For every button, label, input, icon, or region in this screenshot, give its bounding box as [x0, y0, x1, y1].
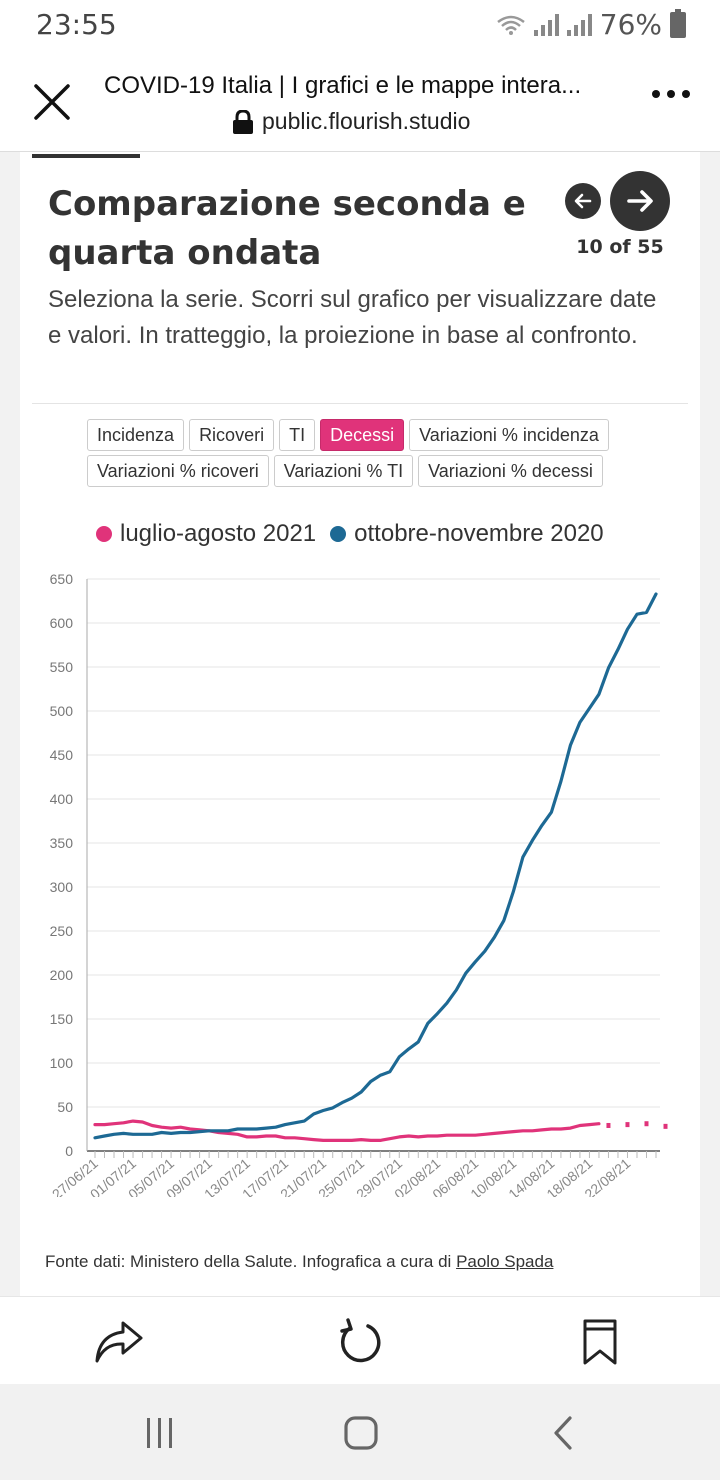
y-tick-label: 350: [50, 835, 74, 851]
projection-dash: [606, 1122, 611, 1128]
close-icon: [34, 84, 70, 120]
projection-dash: [625, 1122, 630, 1128]
y-tick-label: 450: [50, 747, 74, 763]
projection-dash: [663, 1123, 668, 1129]
url-text: public.flourish.studio: [262, 108, 471, 134]
more-icon-dot: [682, 90, 690, 98]
close-button[interactable]: [26, 76, 78, 128]
more-button[interactable]: [652, 90, 690, 98]
share-button[interactable]: [92, 1315, 146, 1369]
system-navigation-bar: [0, 1384, 720, 1480]
lock-icon: [233, 109, 253, 134]
line-chart[interactable]: 0501001502002503003504004505005506006502…: [20, 567, 700, 1197]
legend-dot: [330, 526, 347, 542]
series-button-variazioni-decessi[interactable]: Variazioni % decessi: [418, 455, 603, 487]
legend-item-2021[interactable]: luglio-agosto 2021: [96, 520, 316, 548]
series-button-incidenza[interactable]: Incidenza: [87, 419, 185, 451]
url-bar[interactable]: public.flourish.studio: [232, 108, 470, 135]
arrow-right-icon: [627, 190, 653, 212]
next-slide-button[interactable]: [610, 171, 670, 231]
legend-label: ottobre-novembre 2020: [354, 520, 604, 547]
series-button-ricoveri[interactable]: Ricoveri: [189, 419, 275, 451]
y-tick-label: 650: [50, 571, 74, 587]
y-tick-label: 250: [50, 923, 74, 939]
more-icon-dot: [667, 90, 675, 98]
divider: [32, 403, 688, 404]
bookmark-icon: [583, 1319, 617, 1365]
previous-slide-button[interactable]: [565, 183, 601, 219]
series-buttons-row-1: Incidenza Ricoveri TI Decessi Variazioni % i…: [87, 419, 609, 451]
y-tick-label: 550: [50, 659, 74, 675]
status-time: 23:55: [36, 8, 117, 41]
chart-title: Comparazione seconda e quarta ondata: [48, 184, 526, 273]
series-buttons-row-2: Variazioni % ricoveri Variazioni % TI Vari…: [87, 455, 603, 487]
battery-icon: [670, 8, 686, 38]
refresh-icon: [340, 1318, 381, 1363]
series-line-2021[interactable]: [93, 1119, 601, 1143]
back-icon: [554, 1416, 572, 1450]
page-title: COVID-19 Italia | I grafici e le mappe i…: [104, 72, 582, 99]
y-tick-label: 600: [50, 615, 74, 631]
refresh-button[interactable]: [333, 1315, 387, 1369]
y-tick-label: 50: [57, 1099, 73, 1115]
status-icons: 76%: [496, 8, 686, 41]
signal-icon: [533, 13, 559, 36]
y-tick-label: 400: [50, 791, 74, 807]
signal-icon: [566, 13, 592, 36]
y-tick-label: 300: [50, 879, 74, 895]
source-text: Fonte dati: Ministero della Salute. Info…: [45, 1252, 457, 1271]
bookmark-button[interactable]: [573, 1315, 627, 1369]
back-button[interactable]: [538, 1408, 588, 1458]
wifi-icon: [497, 15, 525, 35]
series-button-variazioni-incidenza[interactable]: Variazioni % incidenza: [409, 419, 609, 451]
y-tick-label: 150: [50, 1011, 74, 1027]
y-tick-label: 100: [50, 1055, 74, 1071]
battery-percent: 76%: [599, 8, 662, 41]
more-icon: [652, 90, 660, 98]
arrow-left-icon: [574, 193, 592, 209]
chart-legend: luglio-agosto 2021 ottobre-novembre 2020: [96, 520, 604, 548]
series-button-decessi[interactable]: Decessi: [320, 419, 405, 451]
recents-button[interactable]: [135, 1408, 185, 1458]
source-note: Fonte dati: Ministero della Salute. Info…: [45, 1252, 553, 1272]
series-button-variazioni-ti[interactable]: Variazioni % TI: [273, 455, 414, 487]
browser-toolbar: [0, 1296, 720, 1384]
y-tick-label: 200: [50, 967, 74, 983]
recents-icon: [147, 1418, 172, 1448]
series-button-ti[interactable]: TI: [279, 419, 316, 451]
chart-subtitle: Seleziona la serie. Scorri sul grafico p…: [48, 286, 657, 349]
top-rule: [32, 154, 140, 158]
series-button-variazioni-ricoveri[interactable]: Variazioni % ricoveri: [87, 455, 269, 487]
browser-header: COVID-19 Italia | I grafici e le mappe i…: [0, 50, 720, 152]
home-button[interactable]: [336, 1408, 386, 1458]
status-bar: 23:55 76%: [0, 0, 720, 50]
y-tick-label: 500: [50, 703, 74, 719]
y-tick-label: 0: [65, 1143, 73, 1159]
projection-dash: [644, 1121, 649, 1127]
home-icon: [344, 1416, 378, 1450]
legend-item-2020[interactable]: ottobre-novembre 2020: [330, 520, 604, 548]
author-link[interactable]: Paolo Spada: [456, 1252, 554, 1271]
share-icon: [95, 1321, 143, 1363]
story-card: Comparazione seconda e quarta ondata 10 …: [20, 152, 700, 1296]
slide-counter: 10 of 55: [576, 236, 664, 258]
legend-label: luglio-agosto 2021: [120, 520, 317, 547]
series-line-2020[interactable]: [93, 592, 658, 1140]
legend-dot: [96, 526, 112, 542]
